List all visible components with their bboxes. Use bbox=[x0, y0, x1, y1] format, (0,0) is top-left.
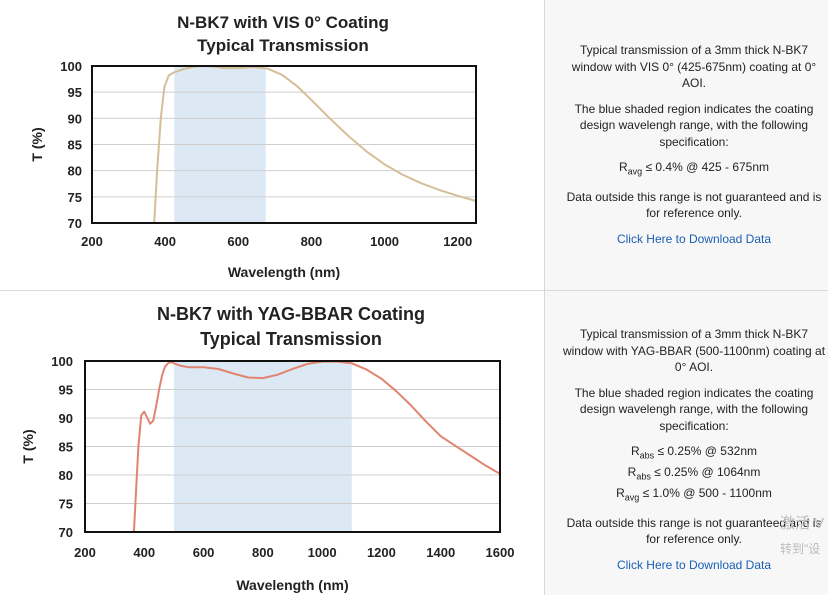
spec-symbol: R bbox=[630, 444, 640, 458]
x-tick-label: 1400 bbox=[426, 545, 455, 560]
spec-list: Ravg ≤ 0.4% @ 425 - 675nm bbox=[559, 159, 828, 180]
y-tick-label: 80 bbox=[68, 164, 82, 179]
x-tick-label: 1000 bbox=[308, 545, 337, 560]
spec-symbol: R bbox=[616, 485, 625, 500]
spec-line: Ravg ≤ 1.0% @ 500 - 1100nm bbox=[559, 485, 828, 506]
y-tick-label: 90 bbox=[59, 411, 73, 426]
description-shaded-note: The blue shaded region indicates the coa… bbox=[574, 101, 814, 149]
description-shaded-note: The blue shaded region indicates the coa… bbox=[574, 385, 814, 433]
y-tick-label: 100 bbox=[51, 354, 73, 369]
download-data-link[interactable]: Click Here to Download Data bbox=[616, 231, 772, 246]
spec-line: Ravg ≤ 0.4% @ 425 - 675nm bbox=[559, 159, 828, 180]
spec-subscript: avg bbox=[627, 166, 643, 177]
y-axis-label: T (%) bbox=[29, 127, 45, 161]
chart-subtitle: Typical Transmission bbox=[200, 329, 382, 349]
x-tick-label: 800 bbox=[301, 234, 323, 249]
x-tick-label: 1000 bbox=[370, 234, 399, 249]
y-tick-label: 90 bbox=[68, 111, 82, 126]
download-data-link[interactable]: Click Here to Download Data bbox=[616, 557, 772, 572]
x-axis-label: Wavelength (nm) bbox=[228, 264, 340, 280]
description-yag: Typical transmission of a 3mm thick N-BK… bbox=[559, 326, 828, 582]
spec-value: ≤ 0.4% @ 425 - 675nm bbox=[642, 160, 770, 174]
spec-subscript: avg bbox=[624, 492, 640, 503]
spec-subscript: abs bbox=[639, 450, 655, 461]
x-tick-label: 1600 bbox=[486, 545, 515, 560]
watermark-goto-text: 转到"设 bbox=[780, 542, 821, 556]
x-tick-label: 200 bbox=[74, 545, 96, 560]
y-tick-label: 85 bbox=[59, 440, 73, 455]
x-tick-label: 600 bbox=[193, 545, 215, 560]
watermark-activate-text: 激活 V bbox=[780, 515, 825, 532]
spec-symbol: R bbox=[618, 160, 628, 174]
spec-line: Rabs ≤ 0.25% @ 532nm bbox=[559, 443, 828, 464]
chart-subtitle: Typical Transmission bbox=[197, 36, 369, 55]
spec-list: Rabs ≤ 0.25% @ 532nm Rabs ≤ 0.25% @ 1064n… bbox=[559, 443, 828, 506]
spec-line: Rabs ≤ 0.25% @ 1064nm bbox=[559, 464, 828, 485]
description-disclaimer: Data outside this range is not guarantee… bbox=[566, 515, 822, 547]
chart-cell-yag: N-BK7 with YAG-BBAR Coating Typical Trans… bbox=[0, 291, 545, 595]
x-tick-label: 200 bbox=[81, 234, 103, 249]
description-intro: Typical transmission of a 3mm thick N-BK… bbox=[571, 43, 817, 90]
chart-row-yag: N-BK7 with YAG-BBAR Coating Typical Trans… bbox=[0, 291, 828, 595]
spec-value: ≤ 1.0% @ 500 - 1100nm bbox=[639, 485, 772, 500]
y-axis-label: T (%) bbox=[20, 429, 36, 463]
chart-title: N-BK7 with VIS 0° Coating bbox=[177, 13, 389, 32]
spec-symbol: R bbox=[627, 464, 637, 479]
chart-cell-vis: N-BK7 with VIS 0° Coating Typical Transmi… bbox=[0, 0, 545, 290]
chart-row-vis: N-BK7 with VIS 0° Coating Typical Transmi… bbox=[0, 0, 828, 291]
y-tick-label: 75 bbox=[59, 497, 73, 512]
x-axis-label: Wavelength (nm) bbox=[236, 577, 348, 593]
x-tick-label: 1200 bbox=[367, 545, 396, 560]
plot-frame bbox=[91, 65, 477, 224]
x-tick-label: 1200 bbox=[443, 234, 472, 249]
y-tick-label: 75 bbox=[68, 190, 82, 205]
chart-vis-coating: N-BK7 with VIS 0° Coating Typical Transmi… bbox=[29, 13, 477, 280]
x-tick-label: 400 bbox=[154, 234, 176, 249]
y-tick-label: 70 bbox=[59, 525, 73, 540]
chart-yag-bbar-coating: N-BK7 with YAG-BBAR Coating Typical Trans… bbox=[20, 304, 515, 593]
chart-title: N-BK7 with YAG-BBAR Coating bbox=[157, 304, 425, 324]
description-intro: Typical transmission of a 3mm thick N-BK… bbox=[562, 327, 826, 374]
description-disclaimer: Data outside this range is not guarantee… bbox=[566, 189, 822, 221]
description-vis: Typical transmission of a 3mm thick N-BK… bbox=[559, 42, 828, 256]
y-tick-label: 95 bbox=[68, 85, 82, 100]
description-cell-vis: Typical transmission of a 3mm thick N-BK… bbox=[545, 0, 828, 290]
y-tick-label: 80 bbox=[59, 468, 73, 483]
y-tick-label: 70 bbox=[68, 216, 82, 231]
transmission-curve bbox=[132, 360, 501, 533]
plot-frame bbox=[84, 360, 501, 533]
y-tick-label: 85 bbox=[68, 138, 82, 153]
x-tick-label: 400 bbox=[133, 545, 155, 560]
x-tick-label: 600 bbox=[227, 234, 249, 249]
x-tick-label: 800 bbox=[252, 545, 274, 560]
description-cell-yag: Typical transmission of a 3mm thick N-BK… bbox=[545, 291, 828, 595]
transmission-curve bbox=[153, 65, 477, 224]
spec-subscript: abs bbox=[636, 471, 651, 482]
spec-value: ≤ 0.25% @ 532nm bbox=[654, 444, 758, 458]
y-tick-label: 100 bbox=[60, 59, 82, 74]
y-tick-label: 95 bbox=[59, 383, 73, 398]
spec-value: ≤ 0.25% @ 1064nm bbox=[650, 464, 761, 479]
